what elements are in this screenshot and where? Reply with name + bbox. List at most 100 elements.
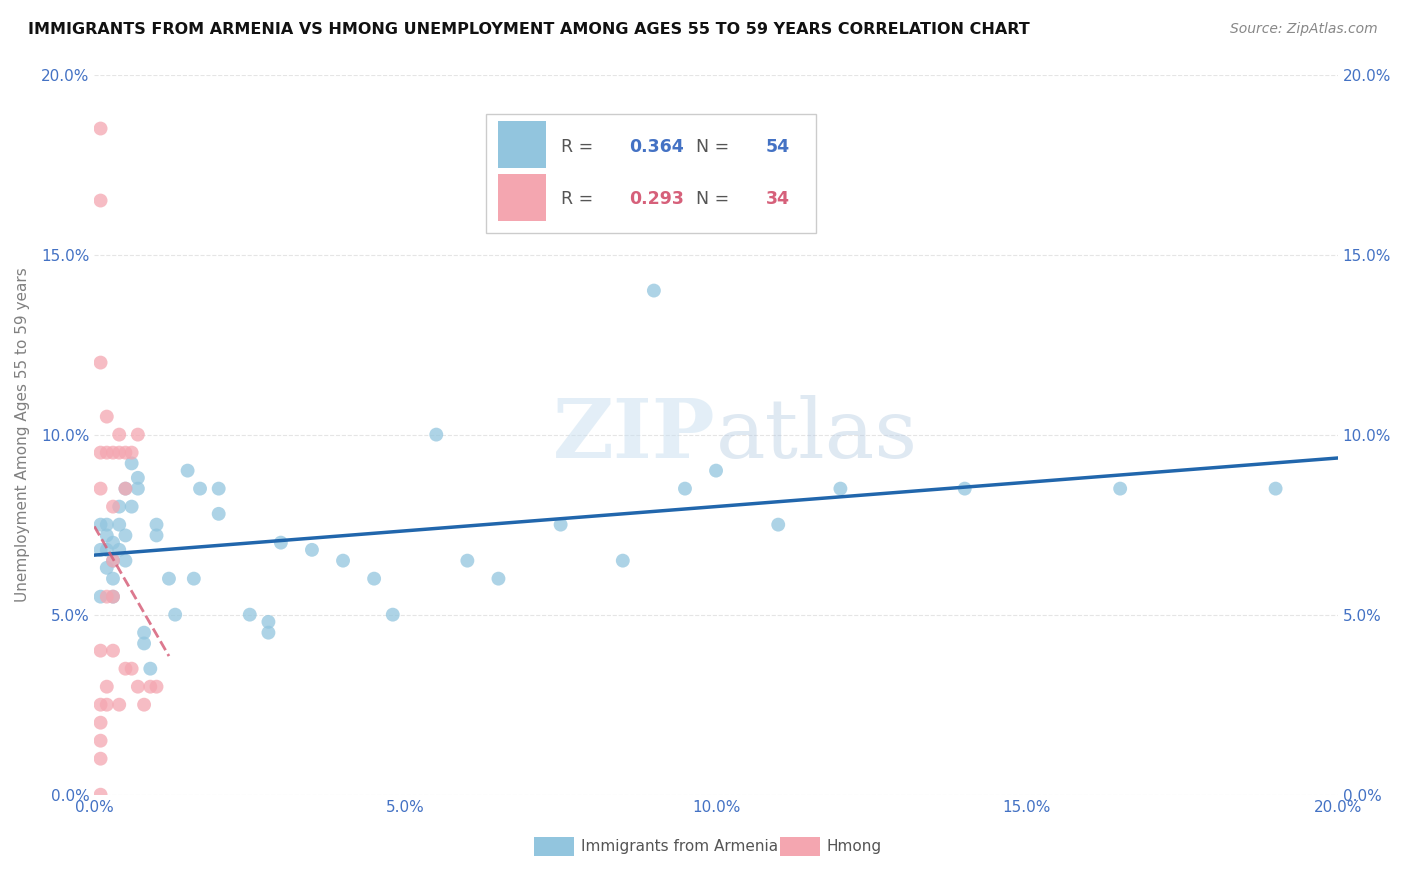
Point: [332, 554, 354, 568]
Text: Hmong: Hmong: [827, 839, 882, 854]
Point: [121, 500, 143, 514]
Point: [157, 572, 180, 586]
Point: [90, 517, 112, 532]
Text: N =: N =: [685, 137, 735, 155]
Point: [90, 121, 112, 136]
Point: [488, 572, 510, 586]
Point: [257, 625, 280, 640]
Point: [127, 482, 149, 496]
Point: [90, 542, 112, 557]
Point: [96, 698, 118, 712]
Point: [1264, 482, 1286, 496]
Point: [456, 554, 478, 568]
Point: [96, 680, 118, 694]
Point: [121, 662, 143, 676]
Point: [165, 607, 187, 622]
Point: [108, 427, 131, 442]
Point: [108, 500, 131, 514]
Point: [208, 507, 231, 521]
Point: [96, 561, 118, 575]
Point: [108, 698, 131, 712]
Point: [1109, 482, 1132, 496]
Text: 34: 34: [766, 190, 790, 208]
Text: IMMIGRANTS FROM ARMENIA VS HMONG UNEMPLOYMENT AMONG AGES 55 TO 59 YEARS CORRELAT: IMMIGRANTS FROM ARMENIA VS HMONG UNEMPLO…: [28, 22, 1029, 37]
Point: [96, 542, 118, 557]
Point: [132, 636, 155, 650]
Point: [145, 528, 167, 542]
Point: [643, 284, 665, 298]
Text: 0.293: 0.293: [628, 190, 683, 208]
Point: [90, 715, 112, 730]
Text: R =: R =: [561, 190, 599, 208]
Point: [90, 482, 112, 496]
Point: [96, 590, 118, 604]
Point: [132, 625, 155, 640]
Point: [363, 572, 385, 586]
Point: [768, 517, 790, 532]
Point: [96, 409, 118, 424]
FancyBboxPatch shape: [499, 174, 546, 220]
Point: [830, 482, 852, 496]
Point: [270, 535, 292, 549]
Point: [176, 464, 198, 478]
Point: [96, 517, 118, 532]
Point: [90, 698, 112, 712]
Point: [101, 554, 124, 568]
Point: [121, 457, 143, 471]
Point: [188, 482, 211, 496]
Point: [127, 471, 149, 485]
Point: [208, 482, 231, 496]
Point: [90, 643, 112, 657]
Point: [108, 517, 131, 532]
Point: [425, 427, 447, 442]
Point: [953, 482, 976, 496]
Point: [127, 427, 149, 442]
Point: [612, 554, 634, 568]
FancyBboxPatch shape: [499, 121, 546, 169]
Point: [108, 445, 131, 459]
Point: [108, 542, 131, 557]
Point: [673, 482, 696, 496]
Point: [257, 615, 280, 629]
Text: atlas: atlas: [716, 394, 918, 475]
Text: Immigrants from Armenia: Immigrants from Armenia: [581, 839, 778, 854]
Text: N =: N =: [685, 190, 735, 208]
Point: [145, 517, 167, 532]
Point: [101, 535, 124, 549]
Point: [90, 590, 112, 604]
Point: [114, 528, 136, 542]
Point: [101, 643, 124, 657]
Point: [139, 680, 162, 694]
Point: [101, 590, 124, 604]
Point: [132, 698, 155, 712]
Point: [145, 680, 167, 694]
Point: [114, 445, 136, 459]
Point: [90, 355, 112, 369]
Point: [90, 194, 112, 208]
Point: [704, 464, 727, 478]
Y-axis label: Unemployment Among Ages 55 to 59 years: Unemployment Among Ages 55 to 59 years: [15, 268, 30, 602]
Point: [114, 482, 136, 496]
Point: [96, 528, 118, 542]
Point: [96, 445, 118, 459]
Point: [239, 607, 262, 622]
FancyBboxPatch shape: [486, 114, 815, 233]
Point: [90, 733, 112, 747]
Text: R =: R =: [561, 137, 599, 155]
Text: 54: 54: [766, 137, 790, 155]
Point: [90, 752, 112, 766]
Point: [101, 590, 124, 604]
Point: [101, 445, 124, 459]
Point: [90, 445, 112, 459]
Point: [114, 662, 136, 676]
Point: [127, 680, 149, 694]
Point: [550, 517, 572, 532]
Point: [114, 554, 136, 568]
Point: [114, 482, 136, 496]
Point: [183, 572, 205, 586]
Point: [101, 572, 124, 586]
Point: [101, 554, 124, 568]
Text: Source: ZipAtlas.com: Source: ZipAtlas.com: [1230, 22, 1378, 37]
Point: [90, 788, 112, 802]
Point: [121, 445, 143, 459]
